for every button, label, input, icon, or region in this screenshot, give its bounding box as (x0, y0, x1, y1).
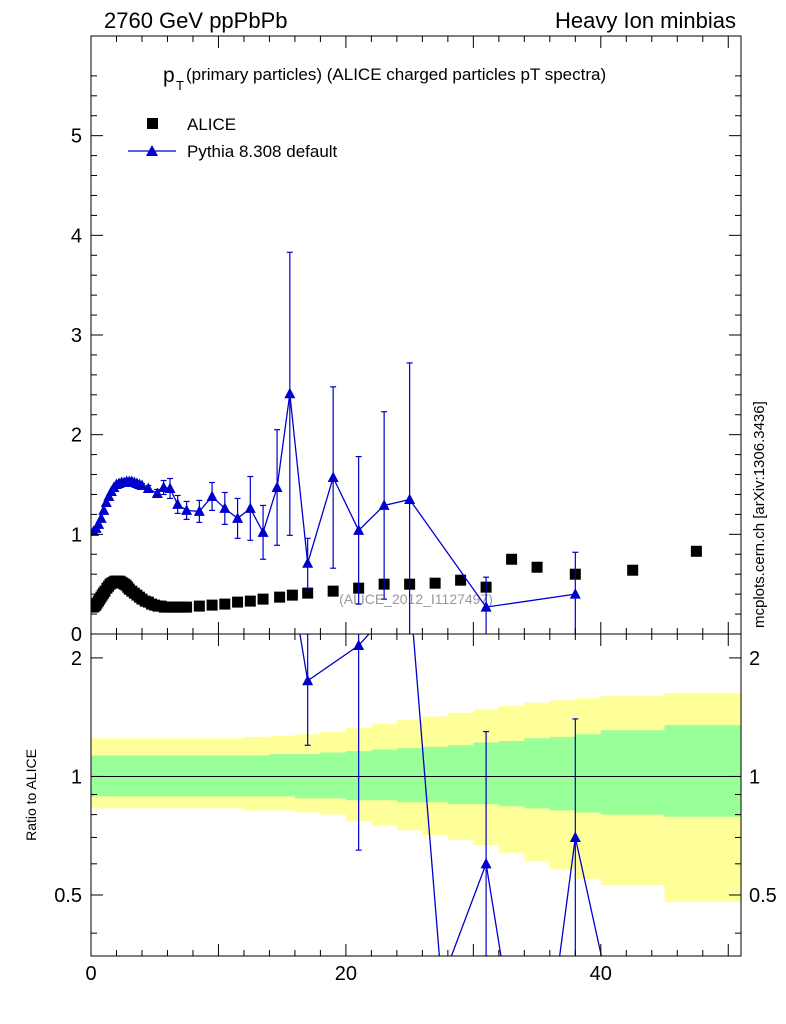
pythia-data-point (206, 490, 218, 501)
plot-title-rest: (primary particles) (ALICE charged parti… (186, 65, 606, 84)
pythia-data-point (219, 502, 231, 513)
ratio-y-tick-label-right: 1 (749, 766, 760, 788)
inner-uncertainty-band (91, 725, 741, 817)
main-y-tick-label: 5 (71, 126, 82, 148)
alice-data-point (232, 596, 244, 608)
pythia-data-point (100, 496, 112, 507)
pythia-data-point (271, 481, 283, 492)
alice-data-point (531, 561, 543, 573)
alice-data-point (257, 593, 269, 605)
ratio-y-tick-label-right: 2 (749, 648, 760, 670)
pythia-data-point (172, 498, 184, 509)
legend-alice-label: ALICE (187, 115, 236, 134)
pythia-data-point (151, 487, 163, 498)
alice-data-point (286, 589, 298, 601)
pythia-ratio-line (299, 634, 603, 956)
ratio-ylabel: Ratio to ALICE (23, 749, 39, 841)
ratio-x-tick-label: 20 (335, 963, 357, 985)
legend-alice-marker (147, 118, 158, 129)
pythia-line (93, 393, 576, 608)
legend-pythia-label: Pythia 8.308 default (187, 142, 338, 161)
uncertainty-bands (91, 692, 741, 902)
pythia-data-point (353, 524, 365, 535)
alice-data-point (690, 545, 702, 557)
ratio-x-tick-label: 40 (590, 963, 612, 985)
alice-data-point (206, 599, 218, 611)
pythia-data-point (158, 481, 170, 492)
pythia-ratio-point (480, 857, 492, 869)
pythia-ratio-point (353, 639, 365, 651)
pythia-data-point (164, 482, 176, 493)
header-right: Heavy Ion minbias (555, 8, 736, 33)
ratio-plot-frame (90, 633, 742, 957)
ratio-y-tick-label-left: 2 (71, 648, 82, 670)
side-label: mcplots.cern.ch [arXiv:1306.3436] (751, 401, 768, 628)
main-y-tick-label: 2 (71, 425, 82, 447)
pythia-data-point (136, 479, 148, 490)
alice-data-point (327, 585, 339, 597)
header-left: 2760 GeV ppPbPb (104, 8, 287, 33)
alice-data-point (193, 600, 205, 612)
ratio-y-tick-label-right: 0.5 (749, 885, 777, 907)
alice-data-point (506, 553, 518, 565)
alice-data-point (274, 591, 286, 603)
main-y-tick-label: 3 (71, 325, 82, 347)
main-plot-data (91, 251, 702, 634)
pythia-data-point (302, 557, 314, 568)
ratio-x-tick-label: 0 (85, 963, 96, 985)
main-y-tick-label: 0 (71, 624, 82, 646)
alice-data-point (429, 577, 441, 589)
alice-data-point (627, 564, 639, 576)
analysis-watermark: (ALICE_2012_I1127497) (339, 591, 493, 607)
alice-data-point (244, 595, 256, 607)
alice-data-point (455, 574, 467, 586)
pythia-data-point (378, 499, 390, 510)
pythia-data-point (181, 504, 193, 515)
pythia-data-point (327, 471, 339, 483)
alice-data-point (302, 587, 314, 599)
pythia-data-point (244, 502, 256, 513)
pythia-ratio-point (569, 831, 581, 842)
plot-title-sub: T (176, 78, 184, 93)
ratio-plot-data (299, 634, 603, 956)
pythia-ratio-point (302, 674, 314, 686)
pythia-data-point (480, 601, 492, 612)
pythia-data-point (257, 526, 269, 537)
pythia-data-point (404, 493, 416, 504)
legend: ALICE Pythia 8.308 default (128, 115, 338, 161)
axis-ticks: 0 1 2 3 4 5 0 20 40 0.5 0.5 1 1 2 2 (54, 36, 777, 985)
ratio-y-tick-label-left: 1 (71, 766, 82, 788)
pythia-data-point (142, 482, 154, 493)
alice-data-point (181, 601, 193, 613)
legend-pythia-marker (146, 145, 158, 156)
pythia-data-point (98, 504, 110, 515)
pythia-data-point (93, 518, 105, 529)
ratio-y-tick-label-left: 0.5 (54, 885, 82, 907)
alice-data-point (219, 598, 231, 610)
main-y-tick-label: 4 (71, 225, 82, 247)
pythia-data-point (95, 512, 107, 523)
plot-title-main: p (163, 64, 175, 87)
pythia-data-point (284, 387, 296, 399)
pythia-data-point (232, 512, 244, 523)
pythia-data-point (569, 588, 581, 599)
pythia-data-point (193, 505, 205, 516)
main-y-tick-label: 1 (71, 524, 82, 546)
